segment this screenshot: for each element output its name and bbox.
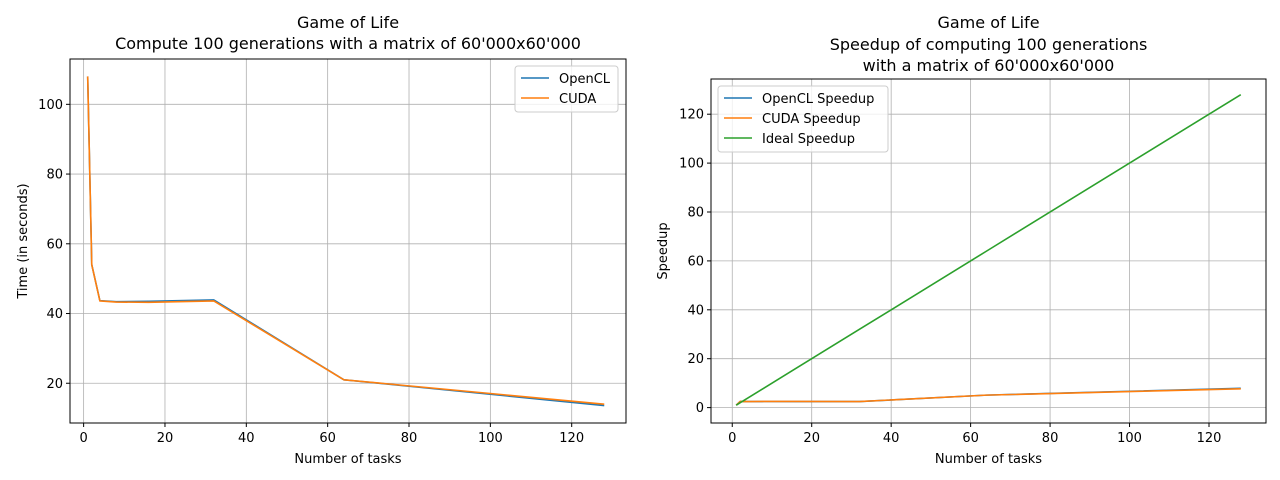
y-tick-label: 100 bbox=[679, 157, 704, 172]
x-tick-label: 0 bbox=[79, 431, 87, 446]
x-tick-label: 20 bbox=[803, 431, 820, 446]
x-tick-label: 60 bbox=[319, 431, 336, 446]
legend-box bbox=[717, 85, 889, 153]
plot-area-frame bbox=[69, 58, 627, 424]
legend-label: CUDA bbox=[559, 92, 596, 107]
chart-title-line: Speedup of computing 100 generations bbox=[830, 35, 1148, 54]
y-tick-label: 80 bbox=[46, 168, 63, 183]
y-axis-label: Speedup bbox=[656, 222, 671, 279]
y-tick-label: 100 bbox=[38, 98, 63, 113]
series-line-ideal-speedup bbox=[735, 93, 1242, 406]
x-tick-label: 100 bbox=[1117, 431, 1142, 446]
y-tick-label: 40 bbox=[46, 307, 63, 322]
x-tick-label: 20 bbox=[157, 431, 174, 446]
x-axis-label: Number of tasks bbox=[935, 452, 1042, 467]
y-tick-label: 60 bbox=[687, 254, 704, 269]
x-tick-label: 40 bbox=[883, 431, 900, 446]
chart-title-line: Game of Life bbox=[297, 13, 399, 32]
chart-title-line: Game of Life bbox=[937, 13, 1039, 32]
x-tick-label: 120 bbox=[559, 431, 584, 446]
legend-label: CUDA Speedup bbox=[762, 112, 861, 127]
x-tick-label: 100 bbox=[478, 431, 503, 446]
chart-title: Game of Life Compute 100 generations with… bbox=[115, 13, 581, 53]
chart-title: Game of Life Speedup of computing 100 gen… bbox=[830, 13, 1148, 75]
legend: OpenCL Speedup CUDA Speedup Ideal Speedup bbox=[717, 85, 889, 153]
y-axis-label: Time (in seconds) bbox=[16, 183, 31, 299]
chart-title-line: Compute 100 generations with a matrix of… bbox=[115, 34, 581, 53]
y-tick-label: 40 bbox=[687, 303, 704, 318]
y-tick-label: 20 bbox=[46, 377, 63, 392]
chart-1: Game of Life Compute 100 generations with… bbox=[16, 13, 627, 467]
series-line-cuda bbox=[86, 76, 605, 405]
x-tick-label: 80 bbox=[401, 431, 418, 446]
x-tick-label: 60 bbox=[962, 431, 979, 446]
x-tick-label: 40 bbox=[238, 431, 255, 446]
chart-title-line: with a matrix of 60'000x60'000 bbox=[863, 56, 1115, 75]
y-tick-label: 0 bbox=[696, 401, 704, 416]
legend-label: Ideal Speedup bbox=[762, 132, 855, 147]
x-tick-label: 120 bbox=[1197, 431, 1222, 446]
x-tick-label: 0 bbox=[728, 431, 736, 446]
legend: OpenCL CUDA bbox=[514, 65, 619, 113]
legend-label: OpenCL Speedup bbox=[762, 92, 874, 107]
x-tick-label: 80 bbox=[1042, 431, 1059, 446]
plot-area-frame bbox=[710, 78, 1267, 424]
y-tick-label: 80 bbox=[687, 206, 704, 221]
x-axis-label: Number of tasks bbox=[294, 452, 401, 467]
legend-label: OpenCL bbox=[559, 72, 611, 87]
y-tick-label: 20 bbox=[687, 352, 704, 367]
y-tick-label: 120 bbox=[679, 108, 704, 123]
y-tick-label: 60 bbox=[46, 237, 63, 252]
chart-2: Game of Life Speedup of computing 100 gen… bbox=[656, 13, 1267, 467]
